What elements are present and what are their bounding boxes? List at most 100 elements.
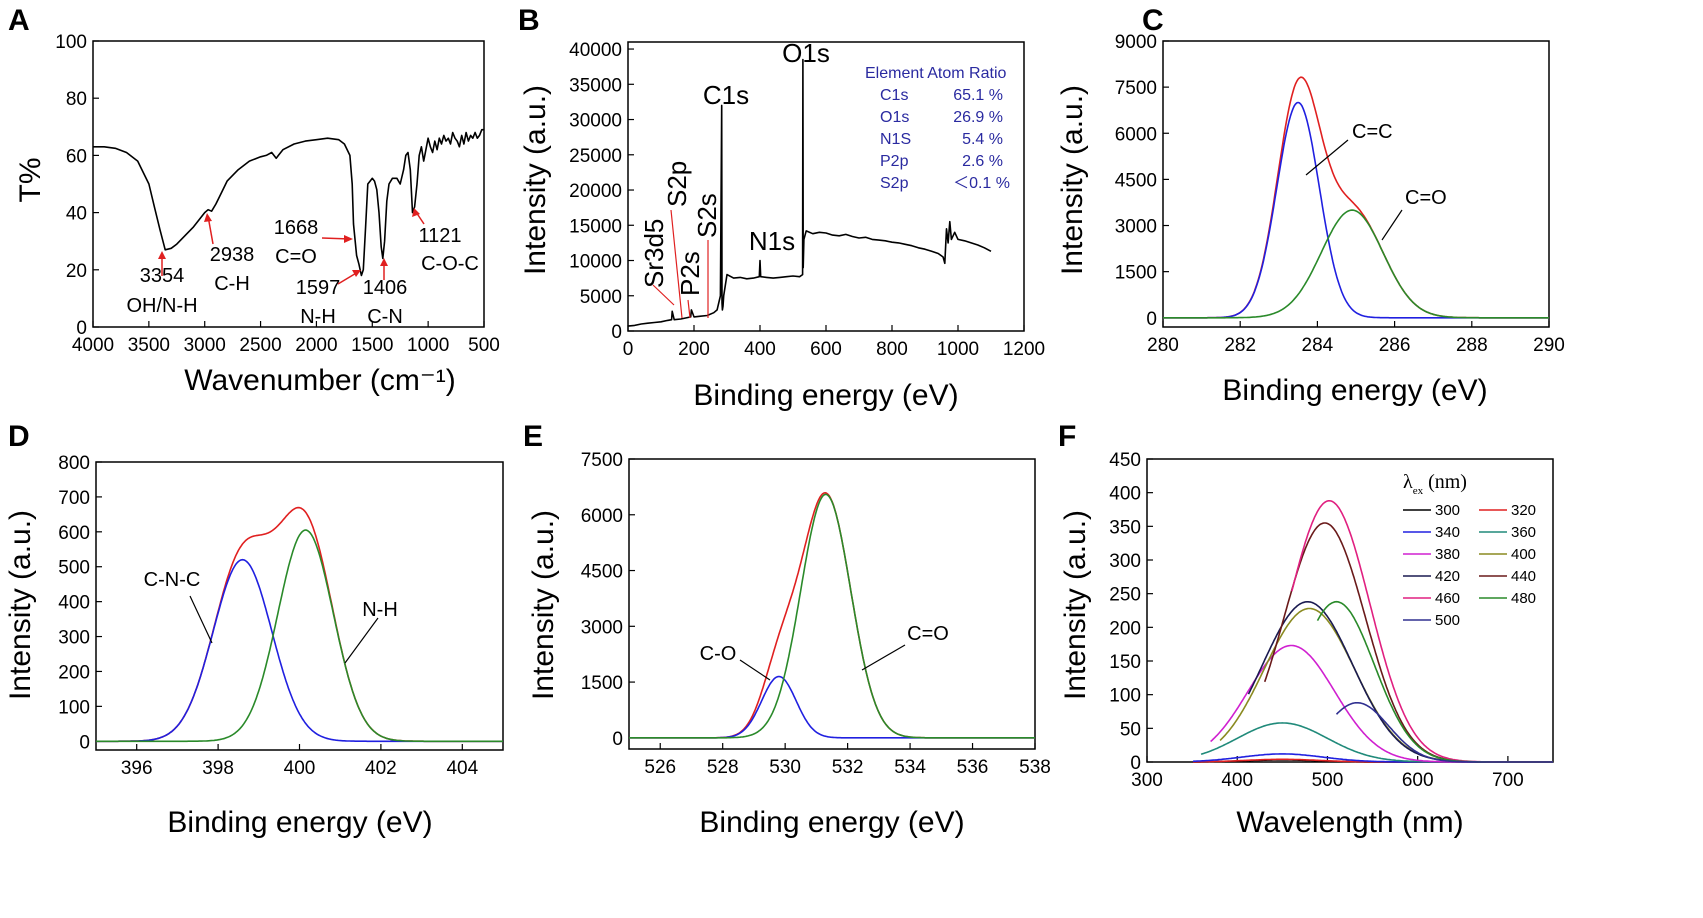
y-tick-label: 40000 bbox=[569, 40, 622, 61]
x-tick-label: 200 bbox=[678, 339, 710, 360]
series-line-c-o bbox=[1163, 209, 1549, 319]
x-tick-label: 700 bbox=[1492, 770, 1524, 791]
series-line-b bbox=[627, 58, 992, 327]
x-tick-label: 538 bbox=[1019, 757, 1051, 778]
y-tick-label: 7500 bbox=[1115, 78, 1157, 99]
series-line-c-o bbox=[629, 493, 1035, 739]
x-tick-label: 280 bbox=[1147, 335, 1179, 356]
x-tick-label: 600 bbox=[1402, 770, 1434, 791]
y-axis-label-b: Intensity (a.u.) bbox=[519, 85, 552, 275]
annotation-c-cc: C=C bbox=[1352, 121, 1393, 143]
x-tick-label: 400 bbox=[744, 339, 776, 360]
panel-letter-c: C bbox=[1142, 4, 1164, 37]
x-tick-label: 2000 bbox=[295, 335, 337, 356]
atom-ratio-header: Element Atom Ratio bbox=[865, 65, 1007, 82]
x-tick-label: 398 bbox=[202, 758, 234, 779]
panel-f: F 300 400 500 600 700 0 50 100 150 200 250 300 350 40… bbox=[1058, 420, 1554, 839]
y-tick-label: 350 bbox=[1109, 517, 1141, 538]
x-tick-label: 400 bbox=[1221, 770, 1253, 791]
y-tick-label: 35000 bbox=[569, 75, 622, 96]
x-axis-label-d: Binding energy (eV) bbox=[167, 806, 432, 839]
legend-label: 360 bbox=[1511, 524, 1536, 541]
legend-title: λex (nm) bbox=[1403, 471, 1467, 497]
annotation-arrowhead-1668 bbox=[344, 235, 353, 243]
series-line-440 bbox=[1263, 522, 1553, 763]
table-ratio-c1s: 65.1 % bbox=[953, 87, 1003, 104]
y-tick-label: 9000 bbox=[1115, 32, 1157, 53]
x-tick-label: 1200 bbox=[1003, 339, 1045, 360]
peak-label-c1s: C1s bbox=[703, 80, 749, 110]
panel-a: A 4000 3500 3000 2500 2000 1500 1000 500 0 20 40 60… bbox=[8, 4, 500, 397]
x-tick-label: 1000 bbox=[407, 335, 449, 356]
series-line-a bbox=[93, 128, 484, 277]
peak-arrow-p2s bbox=[687, 299, 691, 319]
legend-label: 500 bbox=[1435, 612, 1460, 629]
annotation-arrowhead-1406 bbox=[380, 258, 388, 266]
y-tick-label: 30000 bbox=[569, 111, 622, 132]
y-tick-label: 25000 bbox=[569, 146, 622, 167]
x-tick-label: 1500 bbox=[351, 335, 393, 356]
y-tick-label: 50 bbox=[1120, 719, 1141, 740]
x-tick-label: 286 bbox=[1379, 335, 1411, 356]
annotation-arrowhead-3354 bbox=[158, 251, 166, 259]
table-element-s2p: S2p bbox=[880, 175, 909, 192]
x-tick-label: 1000 bbox=[937, 339, 979, 360]
x-axis-label-e: Binding energy (eV) bbox=[699, 806, 964, 839]
y-tick-label: 600 bbox=[58, 523, 90, 544]
x-tick-label: 500 bbox=[1312, 770, 1344, 791]
plot-frame-a bbox=[92, 40, 485, 328]
annotation-e-cdo: C=O bbox=[907, 623, 949, 645]
y-tick-label: 3000 bbox=[1115, 217, 1157, 238]
annotation-1121-value: 1121 bbox=[418, 225, 461, 247]
y-tick-label: 200 bbox=[1109, 618, 1141, 639]
annotation-e-co: C-O bbox=[700, 643, 737, 665]
y-tick-label: 4500 bbox=[1115, 170, 1157, 191]
y-axis-label-a: T% bbox=[14, 158, 47, 203]
y-tick-label: 450 bbox=[1109, 450, 1141, 471]
annotation-d-nh: N-H bbox=[362, 599, 398, 621]
y-tick-label: 100 bbox=[58, 697, 90, 718]
annotation-arrowhead-1597 bbox=[352, 270, 361, 277]
series-line-n-h bbox=[96, 529, 503, 743]
panel-d: D 396 398 400 402 404 0 100 200 300 400 500 600 700 8… bbox=[4, 420, 504, 839]
x-tick-label: 536 bbox=[957, 757, 989, 778]
table-element-n1s: N1S bbox=[880, 131, 911, 148]
y-tick-label: 6000 bbox=[1115, 124, 1157, 145]
plot-frame-c bbox=[1162, 40, 1550, 328]
y-tick-label: 7500 bbox=[581, 450, 623, 471]
legend-label: 340 bbox=[1435, 524, 1460, 541]
x-tick-label: 534 bbox=[894, 757, 926, 778]
panel-letter-a: A bbox=[8, 4, 30, 37]
annotation-2938-value: 2938 bbox=[210, 244, 255, 266]
y-tick-label: 300 bbox=[58, 628, 90, 649]
y-axis-label-d: Intensity (a.u.) bbox=[4, 510, 37, 700]
peak-label-o1s: O1s bbox=[782, 38, 830, 68]
x-tick-label: 2500 bbox=[239, 335, 281, 356]
plot-frame-d bbox=[95, 461, 504, 751]
peak-label-p2s: P2s bbox=[675, 251, 705, 296]
x-tick-label: 288 bbox=[1456, 335, 1488, 356]
y-tick-label: 400 bbox=[58, 593, 90, 614]
y-tick-label: 20000 bbox=[569, 181, 622, 202]
y-tick-label: 1500 bbox=[581, 673, 623, 694]
annotation-3354-label: OH/N-H bbox=[126, 295, 197, 317]
y-tick-label: 10000 bbox=[569, 252, 622, 273]
annotation-line-e-co bbox=[739, 659, 771, 681]
table-ratio-n1s: 5.4 % bbox=[962, 131, 1003, 148]
table-element-c1s: C1s bbox=[880, 87, 908, 104]
panel-c: C 280 282 284 286 288 290 0 1500 3000 4500 6000 750… bbox=[1056, 4, 1565, 407]
y-tick-label: 100 bbox=[1109, 686, 1141, 707]
y-tick-label: 100 bbox=[55, 32, 87, 53]
table-element-o1s: O1s bbox=[880, 109, 909, 126]
annotation-line-c-co bbox=[1381, 209, 1403, 241]
x-tick-label: 396 bbox=[121, 758, 153, 779]
y-tick-label: 80 bbox=[66, 89, 87, 110]
annotation-line-d-nh bbox=[344, 617, 379, 664]
y-tick-label: 500 bbox=[58, 558, 90, 579]
x-tick-label: 3500 bbox=[128, 335, 170, 356]
annotation-line-e-cdo bbox=[861, 644, 906, 671]
annotation-1597-label: N-H bbox=[300, 306, 336, 328]
annotation-1406-value: 1406 bbox=[363, 277, 408, 299]
y-tick-label: 400 bbox=[1109, 484, 1141, 505]
annotation-line-d-cnc bbox=[189, 595, 213, 644]
